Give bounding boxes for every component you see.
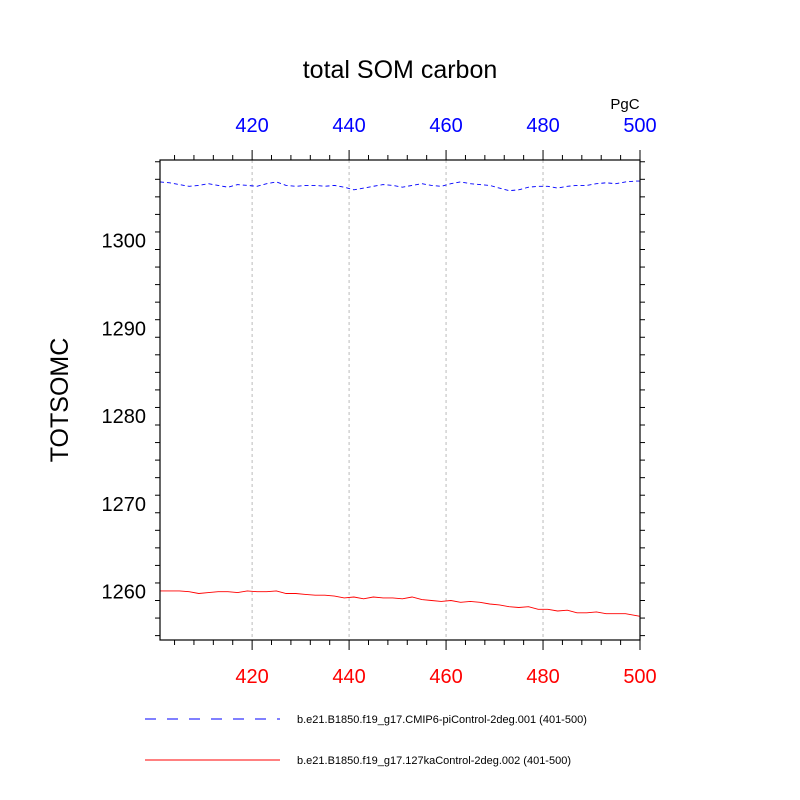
axis-ticks — [155, 150, 645, 650]
bottom-tick-label: 420 — [235, 666, 268, 688]
series-line-1 — [159, 180, 640, 192]
series-line-2 — [160, 590, 641, 617]
top-tick-label: 460 — [429, 115, 462, 137]
bottom-tick-label: 480 — [526, 666, 559, 688]
top-tick-label: 440 — [332, 115, 365, 137]
top-tick-label: 500 — [623, 115, 656, 137]
units-label: PgC — [610, 96, 639, 113]
legend-label-2: b.e21.B1850.f19_g17.127kaControl-2deg.00… — [297, 755, 571, 767]
legend: b.e21.B1850.f19_g17.CMIP6-piControl-2deg… — [145, 714, 587, 767]
legend-label-1: b.e21.B1850.f19_g17.CMIP6-piControl-2deg… — [297, 714, 587, 726]
grid-lines — [251, 160, 544, 640]
y-tick-label: 1280 — [102, 406, 147, 428]
bottom-tick-label: 460 — [429, 666, 462, 688]
bottom-tick-label: 440 — [332, 666, 365, 688]
y-tick-label: 1290 — [102, 318, 147, 340]
y-axis-label: TOTSOMC — [46, 338, 74, 463]
series-lines — [159, 180, 641, 617]
top-tick-label: 420 — [235, 115, 268, 137]
plot-frame — [159, 159, 641, 641]
bottom-tick-label: 500 — [623, 666, 656, 688]
chart-title: total SOM carbon — [303, 56, 498, 84]
top-tick-label: 480 — [526, 115, 559, 137]
y-tick-label: 1300 — [102, 231, 147, 253]
y-tick-label: 1270 — [102, 494, 147, 516]
tick-labels: 1260 1270 1280 1290 1300 420 440 460 480 500 420 44… — [102, 115, 657, 688]
y-tick-label: 1260 — [102, 582, 147, 604]
